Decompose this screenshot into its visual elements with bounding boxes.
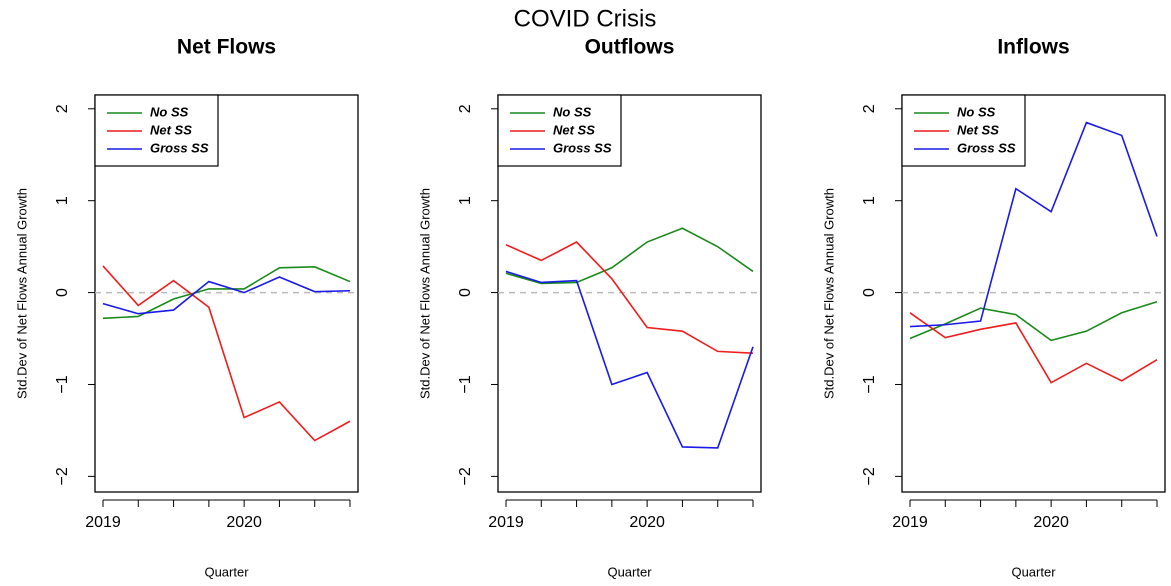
y-axis-label: Std.Dev of Net Flows Annual Growth (821, 188, 836, 399)
y-tick-label: 2 (861, 104, 878, 113)
series-line (909, 301, 1158, 342)
y-tick-label: 1 (457, 196, 474, 205)
y-tick-label: 0 (457, 288, 474, 297)
legend-label: No SS (957, 104, 996, 119)
x-tick-label: 2019 (85, 514, 121, 531)
y-axis-label: Std.Dev of Net Flows Annual Growth (417, 188, 432, 399)
series-line (909, 312, 1158, 384)
series-line (102, 276, 351, 315)
legend-label: Net SS (150, 122, 192, 137)
panel-title: Outflows (585, 36, 675, 59)
y-tick-label: −1 (861, 375, 878, 393)
x-tick-label: 2020 (629, 514, 665, 531)
panel-title: Inflows (997, 36, 1069, 59)
series-line (909, 121, 1158, 328)
plot-frame (94, 94, 359, 493)
x-axis-label: Quarter (204, 564, 249, 579)
plot-frame (497, 94, 762, 493)
legend-label: Net SS (957, 122, 999, 137)
x-axis-label: Quarter (607, 564, 652, 579)
y-tick-label: −1 (457, 375, 474, 393)
y-tick-label: −2 (457, 467, 474, 485)
series-line (505, 241, 754, 355)
y-tick-label: −2 (861, 467, 878, 485)
y-tick-label: 0 (54, 288, 71, 297)
y-tick-label: 2 (457, 104, 474, 113)
legend-label: Gross SS (553, 140, 612, 155)
legend-label: No SS (553, 104, 592, 119)
plot-frame (901, 94, 1166, 493)
series-line (505, 270, 754, 449)
legend-label: Gross SS (957, 140, 1016, 155)
y-tick-label: −2 (54, 467, 71, 485)
y-tick-label: 1 (54, 196, 71, 205)
legend-label: Net SS (553, 122, 595, 137)
legend-label: No SS (150, 104, 189, 119)
y-tick-label: 0 (861, 288, 878, 297)
x-tick-label: 2020 (226, 514, 262, 531)
x-axis-label: Quarter (1011, 564, 1056, 579)
panel-title: Net Flows (177, 36, 276, 59)
x-tick-label: 2019 (892, 514, 928, 531)
y-tick-label: 2 (54, 104, 71, 113)
series-line (505, 227, 754, 285)
y-axis-label: Std.Dev of Net Flows Annual Growth (14, 188, 29, 399)
page-title: COVID Crisis (514, 5, 657, 32)
legend-label: Gross SS (150, 140, 209, 155)
y-tick-label: −1 (54, 375, 71, 393)
x-tick-label: 2019 (488, 514, 524, 531)
x-tick-label: 2020 (1033, 514, 1069, 531)
series-line (102, 265, 351, 442)
y-tick-label: 1 (861, 196, 878, 205)
